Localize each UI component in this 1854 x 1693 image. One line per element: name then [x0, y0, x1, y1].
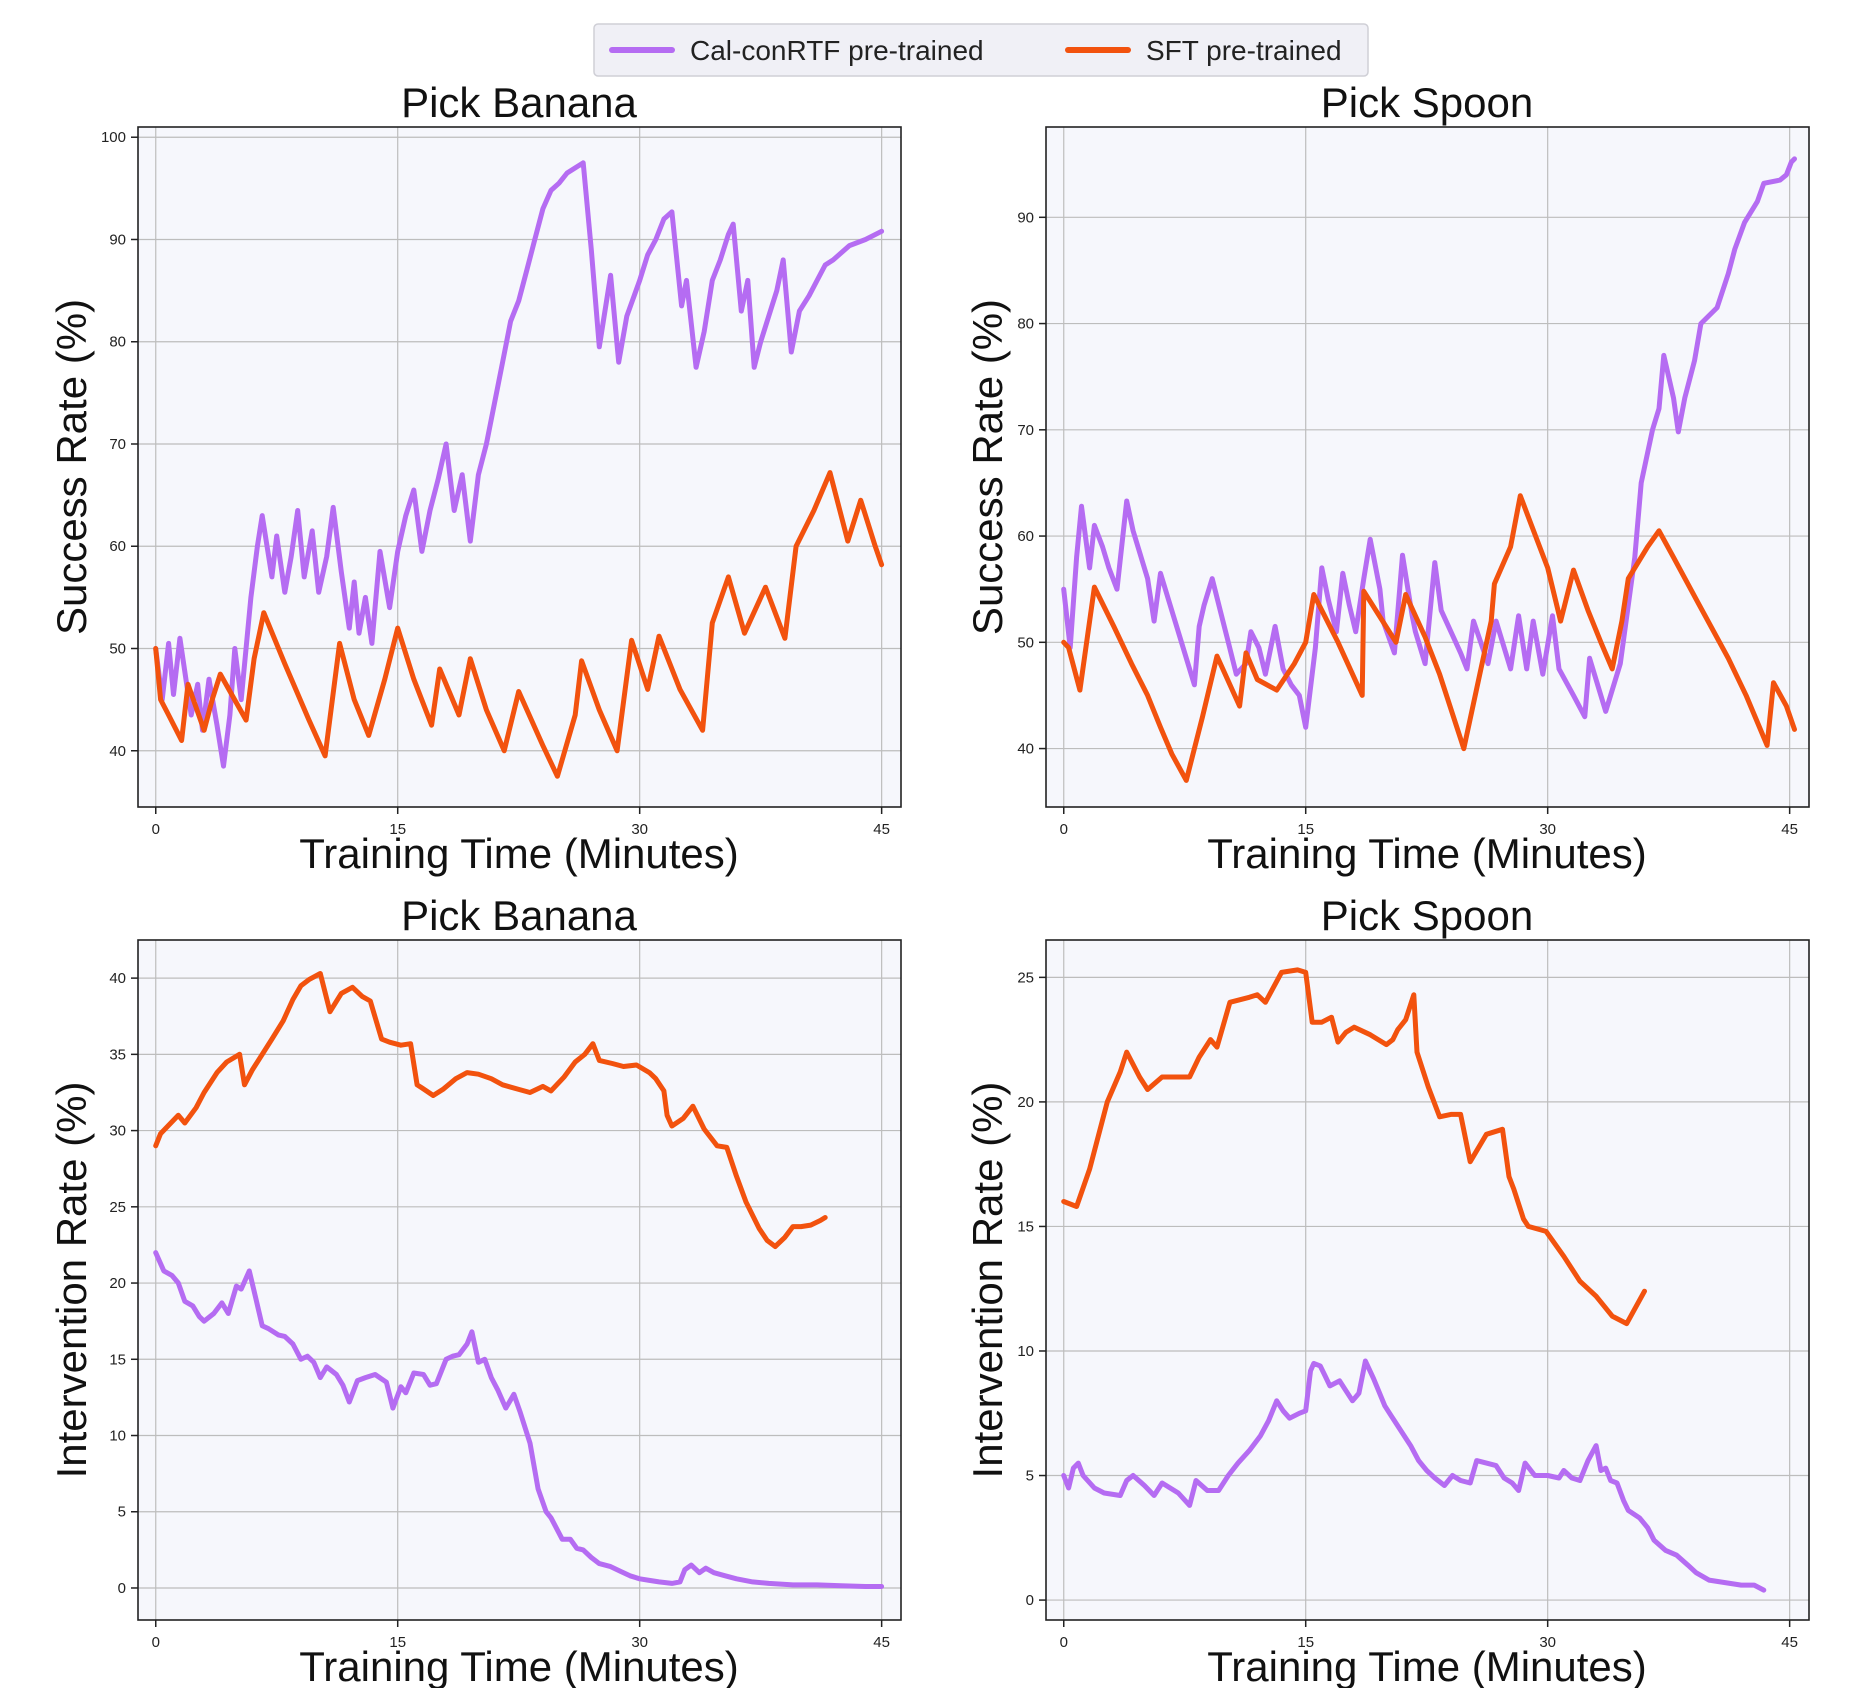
x-tick-label: 30	[631, 821, 648, 838]
plot-layer: 0 15 30 45 40 50 60 70 80 90	[1017, 126, 1810, 838]
panel-title: Pick Banana	[401, 79, 637, 126]
series-line-sft	[153, 971, 828, 1249]
panel-spoon-intervention: 0 15 30 45 0 5 10 15 20 25 Pick Spoon Training Ti…	[964, 892, 1810, 1690]
y-tick-label: 20	[109, 1275, 126, 1292]
plot-area	[1046, 940, 1809, 1620]
x-tick-label: 0	[152, 821, 160, 838]
y-tick-label: 60	[109, 538, 126, 555]
x-tick-label: 0	[1060, 1634, 1068, 1651]
y-tick-label: 70	[1017, 422, 1034, 439]
legend: Cal-conRTF pre-trained SFT pre-trained	[593, 23, 1369, 77]
series-line-cal-conrtf	[1061, 156, 1797, 730]
x-tick-label: 0	[152, 1634, 160, 1651]
plot-frame	[137, 939, 902, 1621]
panel-spoon-success: 0 15 30 45 40 50 60 70 80 90 Pick Spoon Training …	[964, 79, 1810, 877]
x-tick-label: 15	[389, 1634, 406, 1651]
y-tick-label: 40	[1017, 741, 1034, 758]
series-line-cal-conrtf	[153, 1250, 885, 1589]
legend-box	[593, 23, 1369, 77]
x-tick-label: 45	[1781, 821, 1798, 838]
y-tick-label: 70	[109, 436, 126, 453]
y-tick-label: 5	[1026, 1468, 1034, 1485]
x-tick-label: 45	[873, 1634, 890, 1651]
legend-label-sft: SFT pre-trained	[1146, 35, 1342, 66]
y-tick-label: 15	[109, 1351, 126, 1368]
y-tick-label: 0	[118, 1580, 126, 1597]
x-axis-label: Training Time (Minutes)	[1207, 1643, 1647, 1688]
x-tick-label: 45	[873, 821, 890, 838]
y-tick-label: 25	[109, 1199, 126, 1216]
plot-layer: 0 15 30 45 40 50 60 70 80 90 100	[101, 126, 902, 838]
y-tick-label: 20	[1017, 1094, 1034, 1111]
y-tick-label: 90	[1017, 209, 1034, 226]
plot-layer: 0 15 30 45 0 5 10 15 20 25	[1017, 939, 1810, 1651]
plot-layer: 0 15 30 45 0 5 10 15 20 25 30 35 40	[109, 939, 902, 1651]
y-tick-label: 25	[1017, 969, 1034, 986]
plot-frame	[1045, 939, 1810, 1621]
plot-frame	[1045, 126, 1810, 808]
plot-area	[138, 127, 901, 807]
x-tick-label: 15	[389, 821, 406, 838]
series-line-sft	[1061, 493, 1797, 783]
y-tick-label: 35	[109, 1046, 126, 1063]
y-axis-label: Intervention Rate (%)	[48, 1082, 95, 1479]
y-tick-label: 50	[109, 641, 126, 658]
panel-title: Pick Banana	[401, 892, 637, 939]
panel-title: Pick Spoon	[1321, 892, 1533, 939]
x-tick-label: 30	[1539, 1634, 1556, 1651]
y-axis-label: Success Rate (%)	[48, 299, 95, 635]
x-tick-label: 30	[631, 1634, 648, 1651]
series-line-cal-conrtf	[1061, 1358, 1767, 1593]
x-axis-label: Training Time (Minutes)	[299, 1643, 739, 1688]
y-tick-label: 40	[109, 970, 126, 987]
x-tick-label: 15	[1297, 821, 1314, 838]
y-tick-label: 5	[118, 1504, 126, 1521]
legend-label-cal-conrtf: Cal-conRTF pre-trained	[690, 35, 984, 66]
y-tick-label: 0	[1026, 1592, 1034, 1609]
series-line-sft	[153, 470, 885, 779]
y-tick-label: 30	[109, 1123, 126, 1140]
y-tick-label: 80	[1017, 316, 1034, 333]
x-tick-label: 0	[1060, 821, 1068, 838]
y-tick-label: 60	[1017, 528, 1034, 545]
y-tick-label: 40	[109, 743, 126, 760]
x-tick-label: 45	[1781, 1634, 1798, 1651]
y-tick-label: 80	[109, 334, 126, 351]
x-axis-label: Training Time (Minutes)	[299, 830, 739, 877]
y-tick-label: 10	[109, 1428, 126, 1445]
panel-banana-intervention: 0 15 30 45 0 5 10 15 20 25 30 35 40 Pick Banana Trai…	[48, 892, 902, 1690]
panel-banana-success: 0 15 30 45 40 50 60 70 80 90 100 Pick Banana Train…	[48, 79, 902, 877]
y-tick-label: 90	[109, 231, 126, 248]
y-tick-label: 50	[1017, 634, 1034, 651]
plot-frame	[137, 126, 902, 808]
series-line-cal-conrtf	[153, 160, 885, 769]
panel-title: Pick Spoon	[1321, 79, 1533, 126]
y-axis-label: Intervention Rate (%)	[964, 1082, 1011, 1479]
y-axis-label: Success Rate (%)	[964, 299, 1011, 635]
x-tick-label: 15	[1297, 1634, 1314, 1651]
series-line-sft	[1061, 967, 1647, 1327]
x-tick-label: 30	[1539, 821, 1556, 838]
y-tick-label: 100	[101, 129, 126, 146]
y-tick-label: 15	[1017, 1218, 1034, 1235]
plot-area	[1046, 127, 1809, 807]
y-tick-label: 10	[1017, 1343, 1034, 1360]
x-axis-label: Training Time (Minutes)	[1207, 830, 1647, 877]
